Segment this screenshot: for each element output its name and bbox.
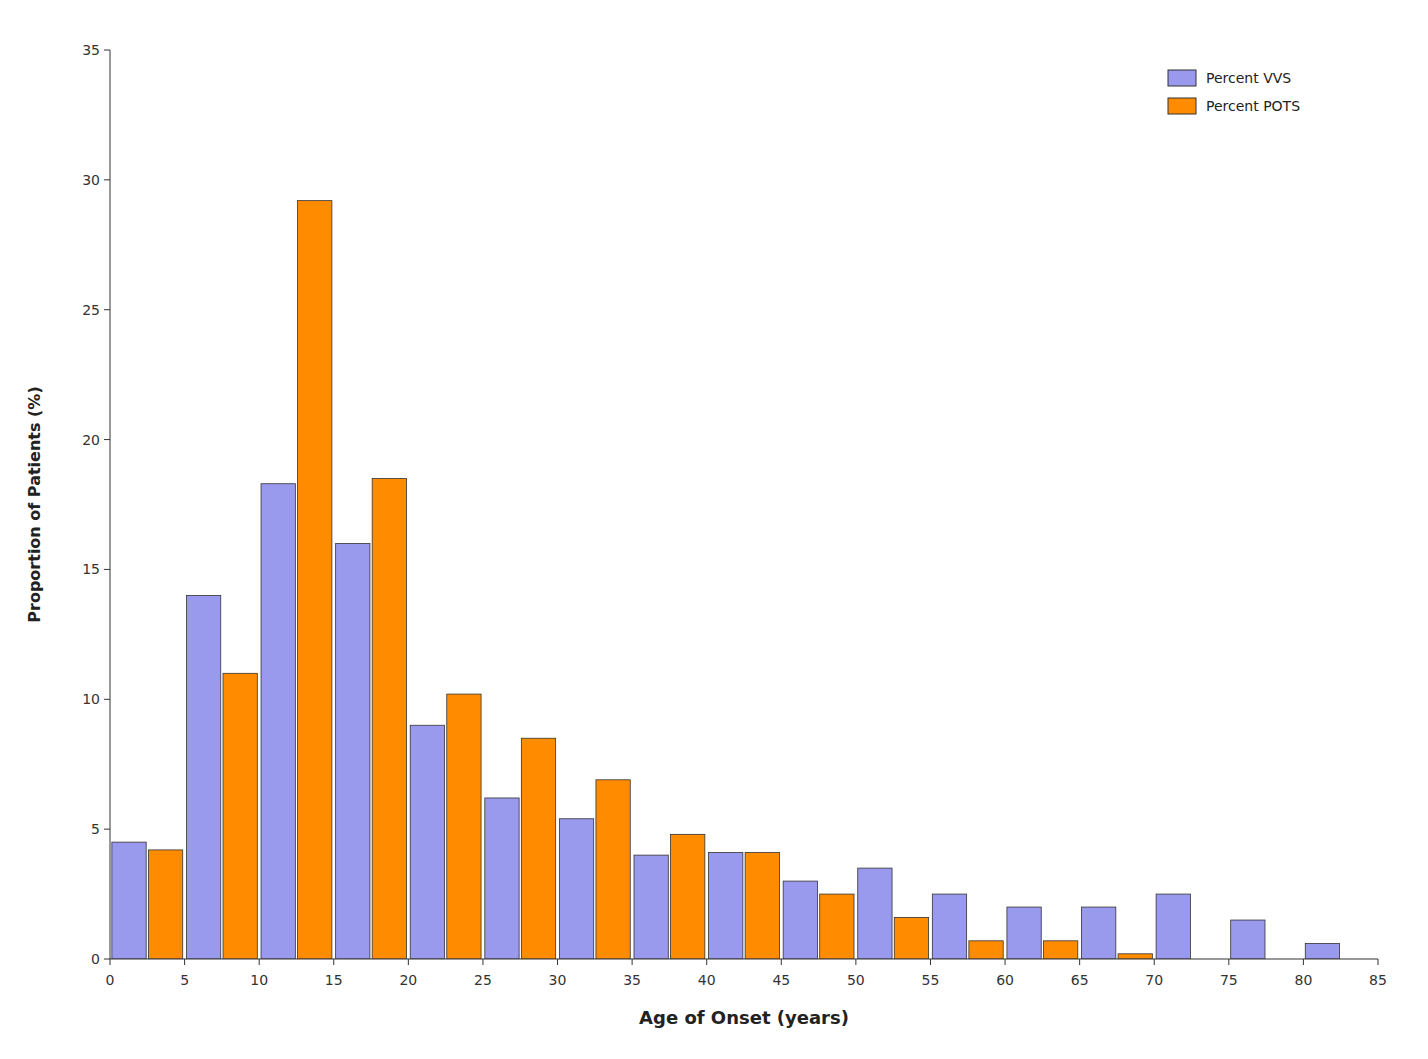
y-tick	[104, 309, 110, 310]
bar	[336, 543, 370, 959]
bar	[858, 868, 892, 959]
x-tick-label: 70	[1145, 972, 1163, 988]
x-tick	[557, 959, 558, 965]
x-tick	[259, 959, 260, 965]
bar	[485, 798, 519, 959]
x-tick-label: 15	[325, 972, 343, 988]
bar	[148, 850, 182, 959]
x-tick	[184, 959, 185, 965]
chart: 0 5 10 15 20 25 30 35 40 45 50 55 60 65 70 75 80 85 0 5 10 15…	[0, 0, 1428, 1059]
y-tick	[104, 829, 110, 830]
bar	[709, 853, 743, 959]
y-tick	[104, 50, 110, 51]
x-tick	[706, 959, 707, 965]
x-tick-label: 45	[772, 972, 790, 988]
bar	[596, 780, 630, 959]
bar	[1082, 907, 1116, 959]
x-tick	[1303, 959, 1304, 965]
x-tick	[632, 959, 633, 965]
bar	[1231, 920, 1265, 959]
bar	[783, 881, 817, 959]
y-tick-label: 10	[82, 691, 100, 707]
y-tick	[104, 439, 110, 440]
y-tick-label: 0	[91, 951, 100, 967]
x-tick	[1228, 959, 1229, 965]
x-tick	[1378, 959, 1379, 965]
bar	[298, 201, 332, 959]
y-tick	[104, 699, 110, 700]
x-tick	[1079, 959, 1080, 965]
x-axis	[110, 959, 1378, 960]
bar	[261, 484, 295, 959]
x-tick-label: 25	[474, 972, 492, 988]
bar	[932, 894, 966, 959]
y-axis	[110, 50, 111, 959]
x-tick-label: 65	[1071, 972, 1089, 988]
bar	[372, 479, 406, 959]
x-tick-label: 0	[106, 972, 115, 988]
bar	[410, 725, 444, 959]
x-tick-label: 75	[1220, 972, 1238, 988]
y-tick-label: 35	[82, 42, 100, 58]
x-tick	[1154, 959, 1155, 965]
x-tick-label: 30	[549, 972, 567, 988]
bar	[745, 853, 779, 959]
bar	[969, 941, 1003, 959]
y-tick-label: 25	[82, 302, 100, 318]
bars	[112, 201, 1340, 959]
x-tick-label: 80	[1294, 972, 1312, 988]
x-tick	[930, 959, 931, 965]
y-tick	[104, 569, 110, 570]
bar	[223, 673, 257, 959]
bar	[671, 834, 705, 959]
y-axis-label: Proportion of Patients (%)	[25, 386, 44, 622]
bar	[894, 917, 928, 959]
bar	[521, 738, 555, 959]
x-tick-label: 55	[922, 972, 940, 988]
bar	[1007, 907, 1041, 959]
x-axis-label: Age of Onset (years)	[639, 1007, 849, 1028]
x-tick-label: 35	[623, 972, 641, 988]
x-tick	[855, 959, 856, 965]
legend: Percent VVS Percent POTS	[1168, 70, 1300, 114]
legend-swatch	[1168, 70, 1196, 86]
bar	[634, 855, 668, 959]
x-tick-label: 20	[399, 972, 417, 988]
y-tick	[104, 179, 110, 180]
bar	[1118, 954, 1152, 959]
x-tick-label: 50	[847, 972, 865, 988]
legend-swatch	[1168, 98, 1196, 114]
x-tick	[1005, 959, 1006, 965]
bar	[559, 819, 593, 959]
x-tick-label: 60	[996, 972, 1014, 988]
x-tick	[110, 959, 111, 965]
y-tick-label: 30	[82, 172, 100, 188]
x-tick-label: 5	[180, 972, 189, 988]
x-tick	[482, 959, 483, 965]
legend-label: Percent POTS	[1206, 98, 1300, 114]
x-tick-label: 85	[1369, 972, 1387, 988]
bar	[112, 842, 146, 959]
y-tick-label: 20	[82, 432, 100, 448]
bar	[1043, 941, 1077, 959]
x-tick-label: 40	[698, 972, 716, 988]
bar	[186, 595, 220, 959]
legend-label: Percent VVS	[1206, 70, 1291, 86]
x-tick	[408, 959, 409, 965]
bar	[447, 694, 481, 959]
bar	[1305, 943, 1339, 959]
bar	[1156, 894, 1190, 959]
y-tick-label: 15	[82, 561, 100, 577]
x-tick	[333, 959, 334, 965]
y-tick	[104, 959, 110, 960]
bar	[820, 894, 854, 959]
x-tick-label: 10	[250, 972, 268, 988]
y-tick-label: 5	[91, 821, 100, 837]
x-tick	[781, 959, 782, 965]
